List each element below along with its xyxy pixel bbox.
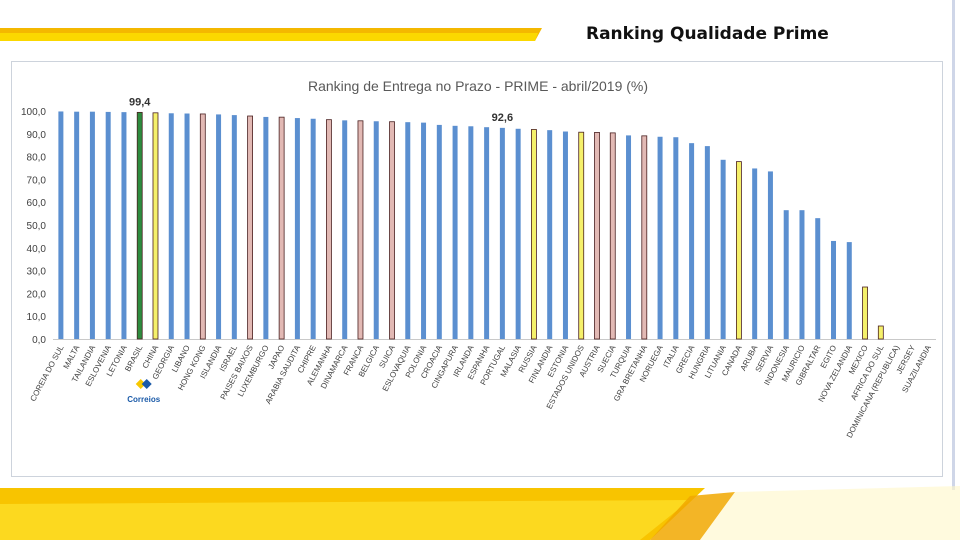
bar: [326, 119, 332, 340]
bar: [862, 286, 868, 340]
bar: [294, 118, 300, 340]
bottom-band-fade: [700, 486, 960, 540]
bar: [877, 325, 884, 340]
right-border-line: [952, 0, 955, 490]
bar: [767, 171, 773, 339]
correios-logo-mark-yellow: [135, 379, 146, 389]
bar: [752, 168, 758, 339]
y-tick-label: 30,0: [27, 267, 47, 278]
top-accent-stripe: [0, 28, 542, 41]
bar: [121, 112, 127, 339]
y-tick-label: 100,0: [21, 107, 46, 118]
bar: [152, 112, 159, 340]
chart-title: Ranking de Entrega no Prazo - PRIME - ab…: [308, 78, 648, 94]
bar: [452, 125, 458, 339]
bar: [405, 122, 411, 339]
bar: [657, 136, 663, 339]
top-stripe-light: [0, 33, 538, 41]
bar-chart: Ranking de Entrega no Prazo - PRIME - ab…: [21, 78, 936, 439]
bar: [562, 131, 568, 339]
y-tick-label: 80,0: [27, 153, 47, 164]
bar: [515, 128, 521, 339]
bar: [74, 111, 80, 340]
y-tick-label: 60,0: [27, 198, 47, 209]
chart-panel: Ranking de Entrega no Prazo - PRIME - ab…: [11, 61, 943, 477]
bar: [58, 111, 64, 340]
data-label: 92,6: [492, 112, 513, 124]
bar: [168, 113, 174, 339]
bar: [263, 116, 269, 339]
bar: [484, 127, 490, 339]
bar: [831, 240, 837, 339]
bar: [531, 129, 537, 340]
bar: [846, 242, 852, 339]
bar: [342, 120, 348, 340]
bar: [468, 126, 474, 339]
y-tick-label: 90,0: [27, 130, 47, 141]
bar: [720, 159, 726, 339]
bar: [373, 121, 379, 339]
bar: [641, 135, 648, 340]
bar: [609, 132, 616, 340]
bar: [578, 131, 585, 340]
bar: [499, 127, 505, 339]
slide-title: Ranking Qualidade Prime: [586, 24, 829, 44]
bar: [310, 118, 316, 339]
y-tick-label: 50,0: [27, 221, 47, 232]
bar: [216, 114, 222, 339]
bar: [105, 111, 111, 339]
bar: [736, 161, 742, 340]
y-tick-label: 10,0: [27, 312, 47, 323]
bar: [89, 111, 95, 340]
bar: [626, 135, 632, 339]
bottom-accent-band: [0, 486, 960, 540]
bar: [783, 210, 789, 339]
bar: [815, 218, 821, 339]
bar: [704, 146, 710, 339]
correios-logo-mark-blue: [141, 379, 152, 389]
bar: [436, 124, 442, 339]
x-tick-label: COREIA DO SUL: [28, 343, 65, 403]
bar: [389, 121, 395, 340]
y-tick-label: 20,0: [27, 289, 47, 300]
bar: [278, 116, 285, 340]
bar: [799, 210, 805, 339]
bar: [184, 113, 190, 339]
bottom-band-light: [0, 500, 690, 540]
bar: [136, 111, 143, 340]
bar: [673, 137, 679, 339]
bar: [547, 130, 553, 339]
correios-logo: Correios: [127, 395, 160, 404]
bar: [357, 120, 364, 340]
y-tick-label: 0,0: [32, 335, 46, 346]
bar: [231, 115, 237, 339]
bottom-band-wedge: [650, 492, 735, 540]
y-tick-label: 40,0: [27, 244, 47, 255]
bar: [594, 132, 600, 340]
bar: [689, 143, 695, 339]
y-tick-label: 70,0: [27, 175, 47, 186]
bar: [421, 122, 427, 340]
bar: [247, 115, 253, 340]
data-label: 99,4: [129, 96, 151, 108]
bar: [199, 113, 206, 340]
